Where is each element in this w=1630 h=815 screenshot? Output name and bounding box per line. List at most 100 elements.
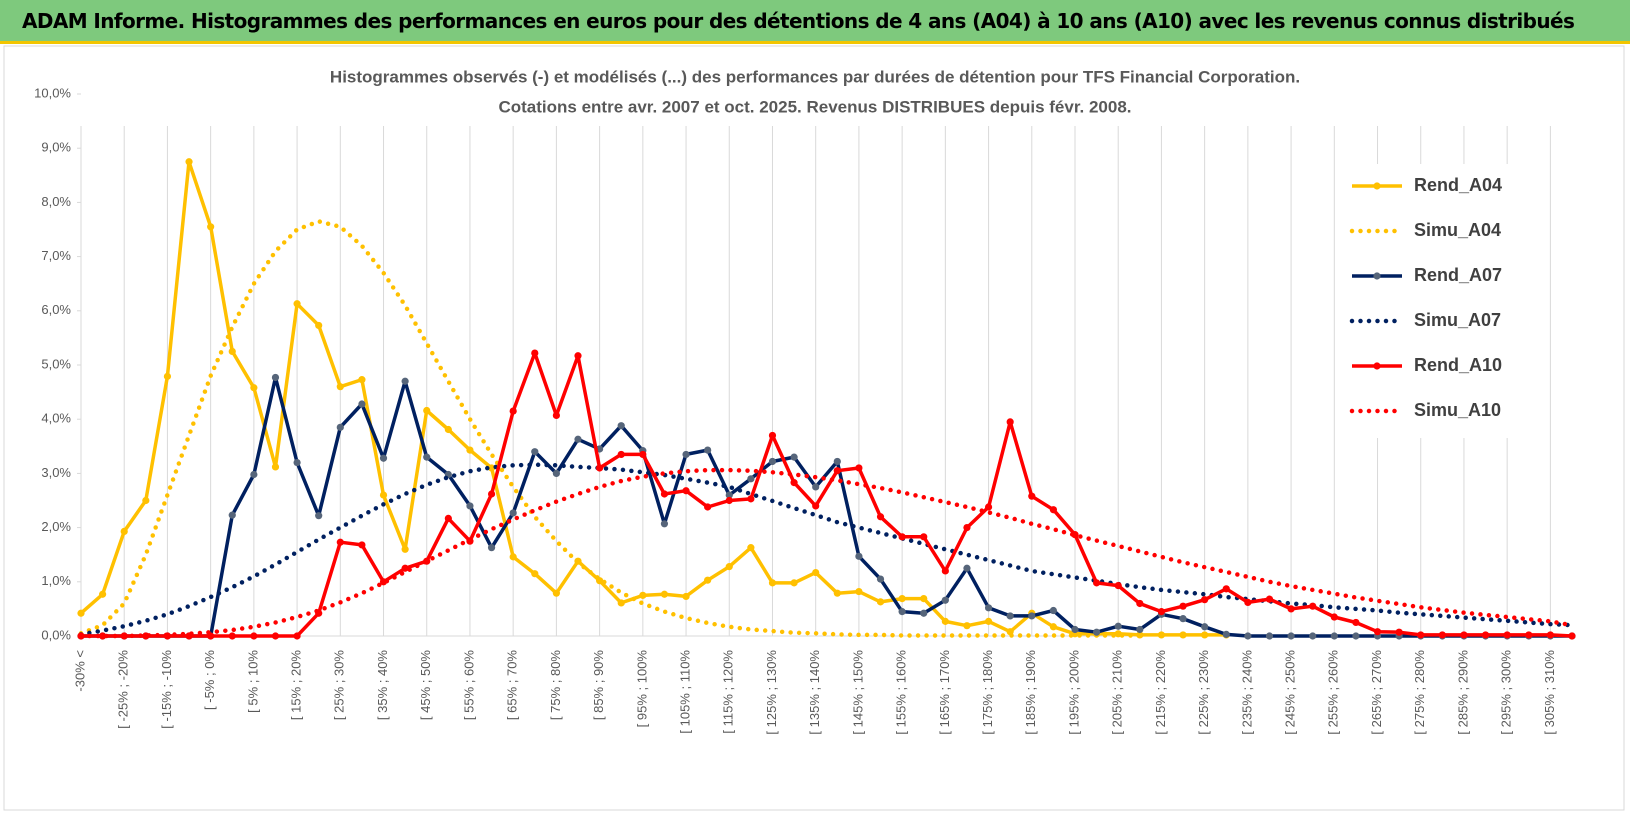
data-point: [1438, 631, 1446, 639]
series-line: [81, 375, 1572, 638]
data-point: [1071, 625, 1079, 634]
data-point: [725, 563, 733, 571]
legend-label: Simu_A07: [1414, 310, 1501, 330]
data-point: [639, 591, 647, 599]
data-point: [1373, 628, 1382, 636]
data-point: [855, 552, 863, 560]
data-point: [1201, 631, 1209, 639]
legend-label: Rend_A10: [1414, 355, 1502, 375]
chart-title: Histogrammes observés (-) et modélisés (…: [330, 67, 1300, 86]
data-point: [250, 470, 258, 479]
data-point: [790, 453, 798, 461]
data-point: [660, 590, 669, 598]
data-point: [1179, 602, 1187, 610]
legend-marker: [1373, 362, 1381, 370]
data-point: [1352, 632, 1360, 640]
data-point: [1049, 623, 1057, 631]
data-point: [704, 576, 712, 584]
data-point: [552, 469, 560, 477]
data-point: [293, 632, 301, 640]
x-tick-label: [ 215% ; 220%: [1153, 650, 1168, 735]
data-point: [444, 514, 452, 522]
data-point: [1481, 631, 1490, 639]
data-point: [1136, 625, 1144, 634]
data-point: [293, 458, 301, 467]
data-point: [271, 463, 280, 471]
data-point: [1049, 506, 1057, 514]
data-point: [790, 479, 798, 487]
data-point: [768, 457, 777, 466]
data-point: [1157, 631, 1166, 639]
x-tick-label: [ 55% ; 60%: [461, 650, 476, 721]
data-point: [336, 383, 344, 391]
data-point: [596, 464, 604, 472]
data-point: [1568, 632, 1576, 640]
data-point: [639, 450, 647, 459]
data-point: [1028, 612, 1036, 620]
data-point: [1309, 632, 1317, 640]
data-point: [401, 564, 409, 572]
data-point: [941, 567, 949, 575]
x-tick-label: [ 245% ; 250%: [1283, 650, 1298, 735]
data-point: [487, 490, 496, 498]
data-point: [833, 457, 841, 466]
data-point: [163, 372, 172, 380]
x-tick-label: [ 295% ; 300%: [1499, 650, 1514, 735]
data-point: [984, 604, 993, 612]
data-point: [250, 384, 258, 392]
data-point: [142, 496, 150, 505]
data-point: [725, 496, 733, 505]
data-point: [423, 406, 431, 415]
x-tick-label: [ 35% ; 40%: [375, 650, 390, 721]
legend-label: Rend_A04: [1414, 175, 1502, 195]
data-point: [1352, 618, 1360, 627]
data-point: [423, 453, 431, 461]
legend-label: Rend_A07: [1414, 265, 1502, 285]
data-point: [293, 300, 301, 308]
x-tick-label: [ 305% ; 310%: [1542, 650, 1557, 735]
data-point: [941, 596, 949, 604]
data-point: [963, 622, 971, 630]
x-tick-label: [ 195% ; 200%: [1066, 650, 1081, 735]
data-point: [120, 527, 128, 535]
y-tick-label: 7,0%: [41, 248, 71, 263]
data-point: [876, 575, 885, 583]
data-point: [1244, 598, 1252, 606]
x-tick-label: [ 5% ; 10%: [245, 650, 260, 713]
data-point: [444, 425, 452, 434]
data-point: [1309, 602, 1317, 610]
data-point: [1330, 613, 1338, 621]
data-point: [228, 511, 236, 519]
data-point: [1222, 585, 1230, 593]
chart-subtitle: Cotations entre avr. 2007 et oct. 2025. …: [498, 97, 1131, 116]
data-point: [1460, 631, 1468, 639]
data-point: [336, 423, 344, 431]
y-tick-label: 9,0%: [41, 140, 71, 155]
data-point: [509, 509, 517, 517]
data-point: [1287, 632, 1295, 640]
data-point: [1503, 631, 1511, 639]
data-point: [768, 431, 777, 440]
y-tick-label: 10,0%: [34, 85, 71, 100]
data-point: [487, 464, 496, 472]
data-point: [1395, 628, 1403, 636]
data-point: [509, 553, 517, 561]
series-line: [78, 462, 1575, 637]
data-point: [1265, 632, 1274, 640]
data-point: [876, 513, 885, 521]
data-point: [1049, 606, 1057, 615]
legend-marker: [1373, 272, 1381, 280]
data-point: [833, 467, 841, 475]
data-point: [358, 376, 366, 384]
data-point: [1201, 623, 1209, 631]
data-point: [1028, 492, 1036, 500]
data-point: [1417, 631, 1425, 639]
x-tick-label: [ 235% ; 240%: [1239, 650, 1254, 735]
data-point: [898, 533, 906, 541]
data-point: [1525, 631, 1533, 639]
data-point: [531, 349, 539, 357]
data-point: [315, 321, 323, 330]
data-point: [812, 502, 820, 510]
data-point: [336, 538, 344, 546]
y-tick-label: 8,0%: [41, 194, 71, 209]
